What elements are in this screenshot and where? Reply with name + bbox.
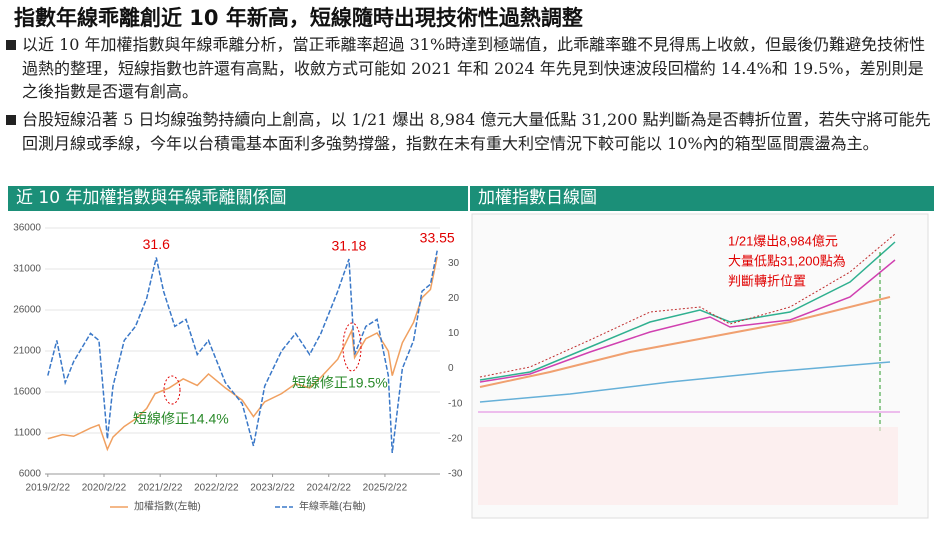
page-title: 指數年線乖離創近 10 年新高，短線隨時出現技術性過熱調整 [14, 6, 583, 30]
y-tick-label: 11000 [14, 428, 42, 439]
y-tick-label: 26000 [13, 305, 41, 316]
y-tick-label: 21000 [13, 346, 41, 357]
annotation: 短線修正19.5% [292, 375, 388, 391]
y-tick-label: 16000 [13, 387, 41, 398]
x-tick-label: 2022/2/22 [194, 483, 239, 494]
legend-label: 年線乖離(右軸) [299, 500, 366, 513]
annotation: 1/21爆出8,984億元 [728, 233, 838, 248]
series-line [47, 256, 438, 452]
ma-line [479, 259, 896, 383]
highlight [163, 375, 181, 405]
price-line [479, 233, 896, 378]
y2-tick-label: 10 [448, 328, 460, 339]
ma-line [479, 296, 891, 388]
volume-area [478, 427, 898, 505]
bullet: 以近 10 年加權指數與年線乖離分析，當正乖離率超過 31%時達到極端值，此乖離… [6, 33, 936, 104]
peak-label: 33.55 [420, 229, 455, 245]
y2-tick-label: 20 [448, 293, 460, 304]
series-line [47, 250, 438, 454]
x-tick-label: 2019/2/22 [26, 483, 71, 494]
ma-line [479, 241, 896, 381]
y2-tick-label: -10 [448, 398, 463, 409]
x-tick-label: 2025/2/22 [363, 483, 408, 494]
ma-line [479, 361, 891, 403]
y2-tick-label: 0 [448, 363, 454, 374]
legend-label: 加權指數(左軸) [134, 500, 201, 513]
x-tick-label: 2021/2/22 [138, 483, 183, 494]
y2-tick-label: 30 [448, 258, 460, 269]
annotation: 判斷轉折位置 [728, 273, 806, 288]
x-tick-label: 2024/2/22 [306, 483, 351, 494]
y-tick-label: 36000 [13, 223, 41, 234]
y-tick-label: 6000 [19, 469, 42, 480]
bullet: 台股短線沿著 5 日均線強勢持續向上創高，以 1/21 爆出 8,984 億元大… [6, 108, 936, 155]
annotation: 大量低點31,200點為 [728, 253, 846, 268]
peak-label: 31.18 [331, 238, 366, 254]
panel-title: 近 10 年加權指數與年線乖離關係圖 [8, 186, 468, 211]
y2-tick-label: -20 [448, 433, 463, 444]
annotation: 短線修正14.4% [133, 411, 229, 427]
peak-label: 31.6 [143, 236, 170, 252]
left-chart: 6000 11000 16000 21000 26000 31000 36000 -30 -20… [13, 223, 463, 513]
y-tick-label: 31000 [13, 264, 41, 275]
right-chart: 1/21爆出8,984億元 大量低點31,200點為 判斷轉折位置 [471, 213, 929, 519]
y2-tick-label: -30 [448, 469, 463, 480]
x-tick-label: 2020/2/22 [82, 483, 127, 494]
highlight [342, 322, 362, 372]
panel-title: 加權指數日線圖 [470, 186, 934, 211]
x-tick-label: 2023/2/22 [250, 483, 295, 494]
